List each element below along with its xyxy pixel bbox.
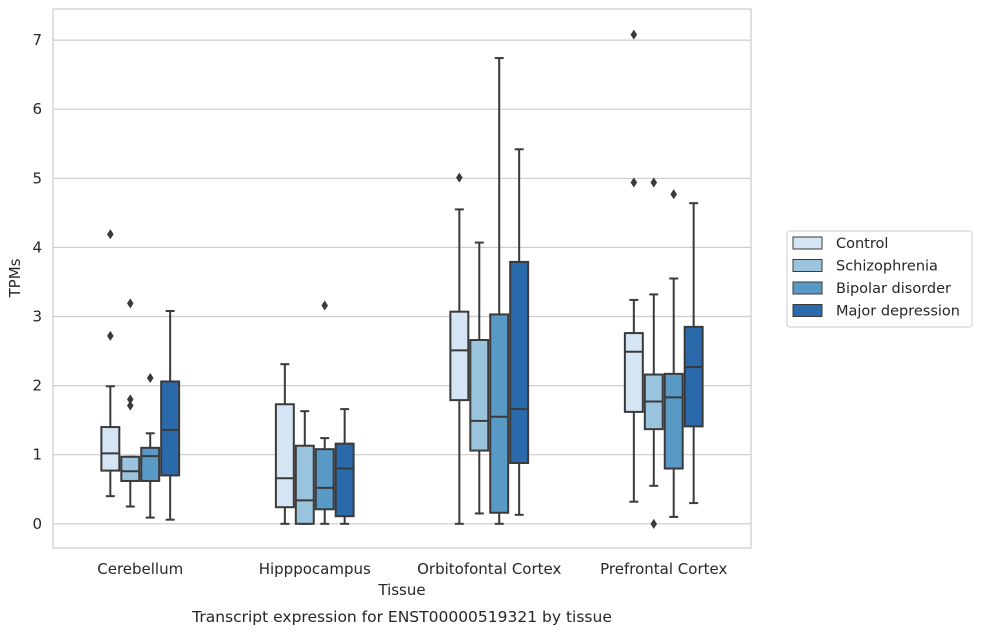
box-iqr [274, 403, 295, 509]
outlier-point [630, 29, 638, 40]
box-iqr [140, 446, 161, 482]
box-group [449, 172, 470, 525]
box-group [140, 373, 161, 519]
boxes [100, 29, 704, 529]
box-group [120, 298, 141, 508]
legend-swatch [792, 236, 823, 250]
legend-label: Bipolar disorder [836, 281, 951, 297]
legend-items: Control Schizophrenia Bipolar disorder Majo… [792, 236, 960, 320]
outlier-point [650, 177, 658, 188]
box-group [100, 229, 121, 498]
box-group [683, 202, 704, 505]
chart-caption: Transcript expression for ENST0000051932… [191, 608, 612, 626]
box-iqr [160, 380, 181, 477]
box-group [623, 29, 644, 503]
legend-frame [786, 230, 973, 328]
box-iqr [100, 426, 121, 472]
x-tick-label: Hipppocampus [259, 560, 371, 578]
outlier-point [107, 330, 114, 341]
plot-frame [52, 8, 752, 549]
box-group [489, 57, 510, 525]
box-iqr [469, 339, 490, 452]
legend-label: Major depression [836, 304, 960, 320]
box-iqr [489, 313, 510, 514]
outlier-point [146, 373, 154, 384]
outlier-point [321, 300, 329, 311]
legend-swatch [792, 259, 823, 272]
y-tick-label: 3 [32, 308, 42, 326]
outlier-point [670, 189, 678, 200]
legend: Control Schizophrenia Bipolar disorder Majo… [786, 230, 973, 328]
box-group [294, 410, 315, 525]
box-group [663, 189, 684, 518]
outlier-point [456, 172, 463, 183]
outlier-point [650, 518, 658, 529]
box-group [469, 241, 490, 515]
box-iqr [663, 372, 684, 470]
x-tick-label: Orbitofontal Cortex [417, 560, 561, 578]
y-tick-label: 5 [32, 169, 42, 187]
outlier-point [107, 229, 114, 240]
y-tick-label: 2 [32, 377, 42, 395]
box-group [314, 300, 335, 525]
box-iqr [449, 310, 470, 402]
y-axis-label: TPMs [6, 258, 24, 298]
box-iqr [509, 260, 530, 465]
y-tick-label: 6 [32, 100, 42, 118]
box-group [274, 363, 295, 525]
box-group [334, 408, 355, 525]
box-iqr [314, 448, 335, 511]
y-tick-label: 7 [32, 31, 42, 49]
x-tick-label: Cerebellum [97, 560, 183, 578]
legend-swatch [792, 281, 823, 295]
box-group [509, 148, 530, 516]
y-tick-label: 1 [32, 446, 42, 464]
y-axis-ticks: 0 1 2 3 4 5 6 7 [32, 31, 42, 533]
x-tick-label: Prefrontal Cortex [600, 560, 727, 578]
legend-label: Schizophrenia [836, 259, 938, 275]
outlier-point [126, 298, 134, 309]
box-iqr [294, 444, 315, 525]
x-axis-label: Tissue [377, 581, 425, 599]
legend-swatch [792, 304, 823, 317]
outlier-point [630, 177, 638, 188]
box-iqr [120, 455, 141, 482]
box-iqr [334, 442, 355, 518]
outlier-point [126, 394, 134, 405]
box-iqr [683, 325, 704, 428]
box-iqr [623, 332, 644, 413]
box-group [643, 177, 664, 529]
y-tick-label: 4 [32, 238, 42, 256]
legend-label: Control [836, 236, 888, 252]
y-tick-label: 0 [32, 515, 42, 533]
x-axis-ticks: Cerebellum Hipppocampus Orbitofontal Corte… [97, 560, 727, 578]
outlier-point [126, 400, 134, 411]
box-group [160, 309, 181, 521]
